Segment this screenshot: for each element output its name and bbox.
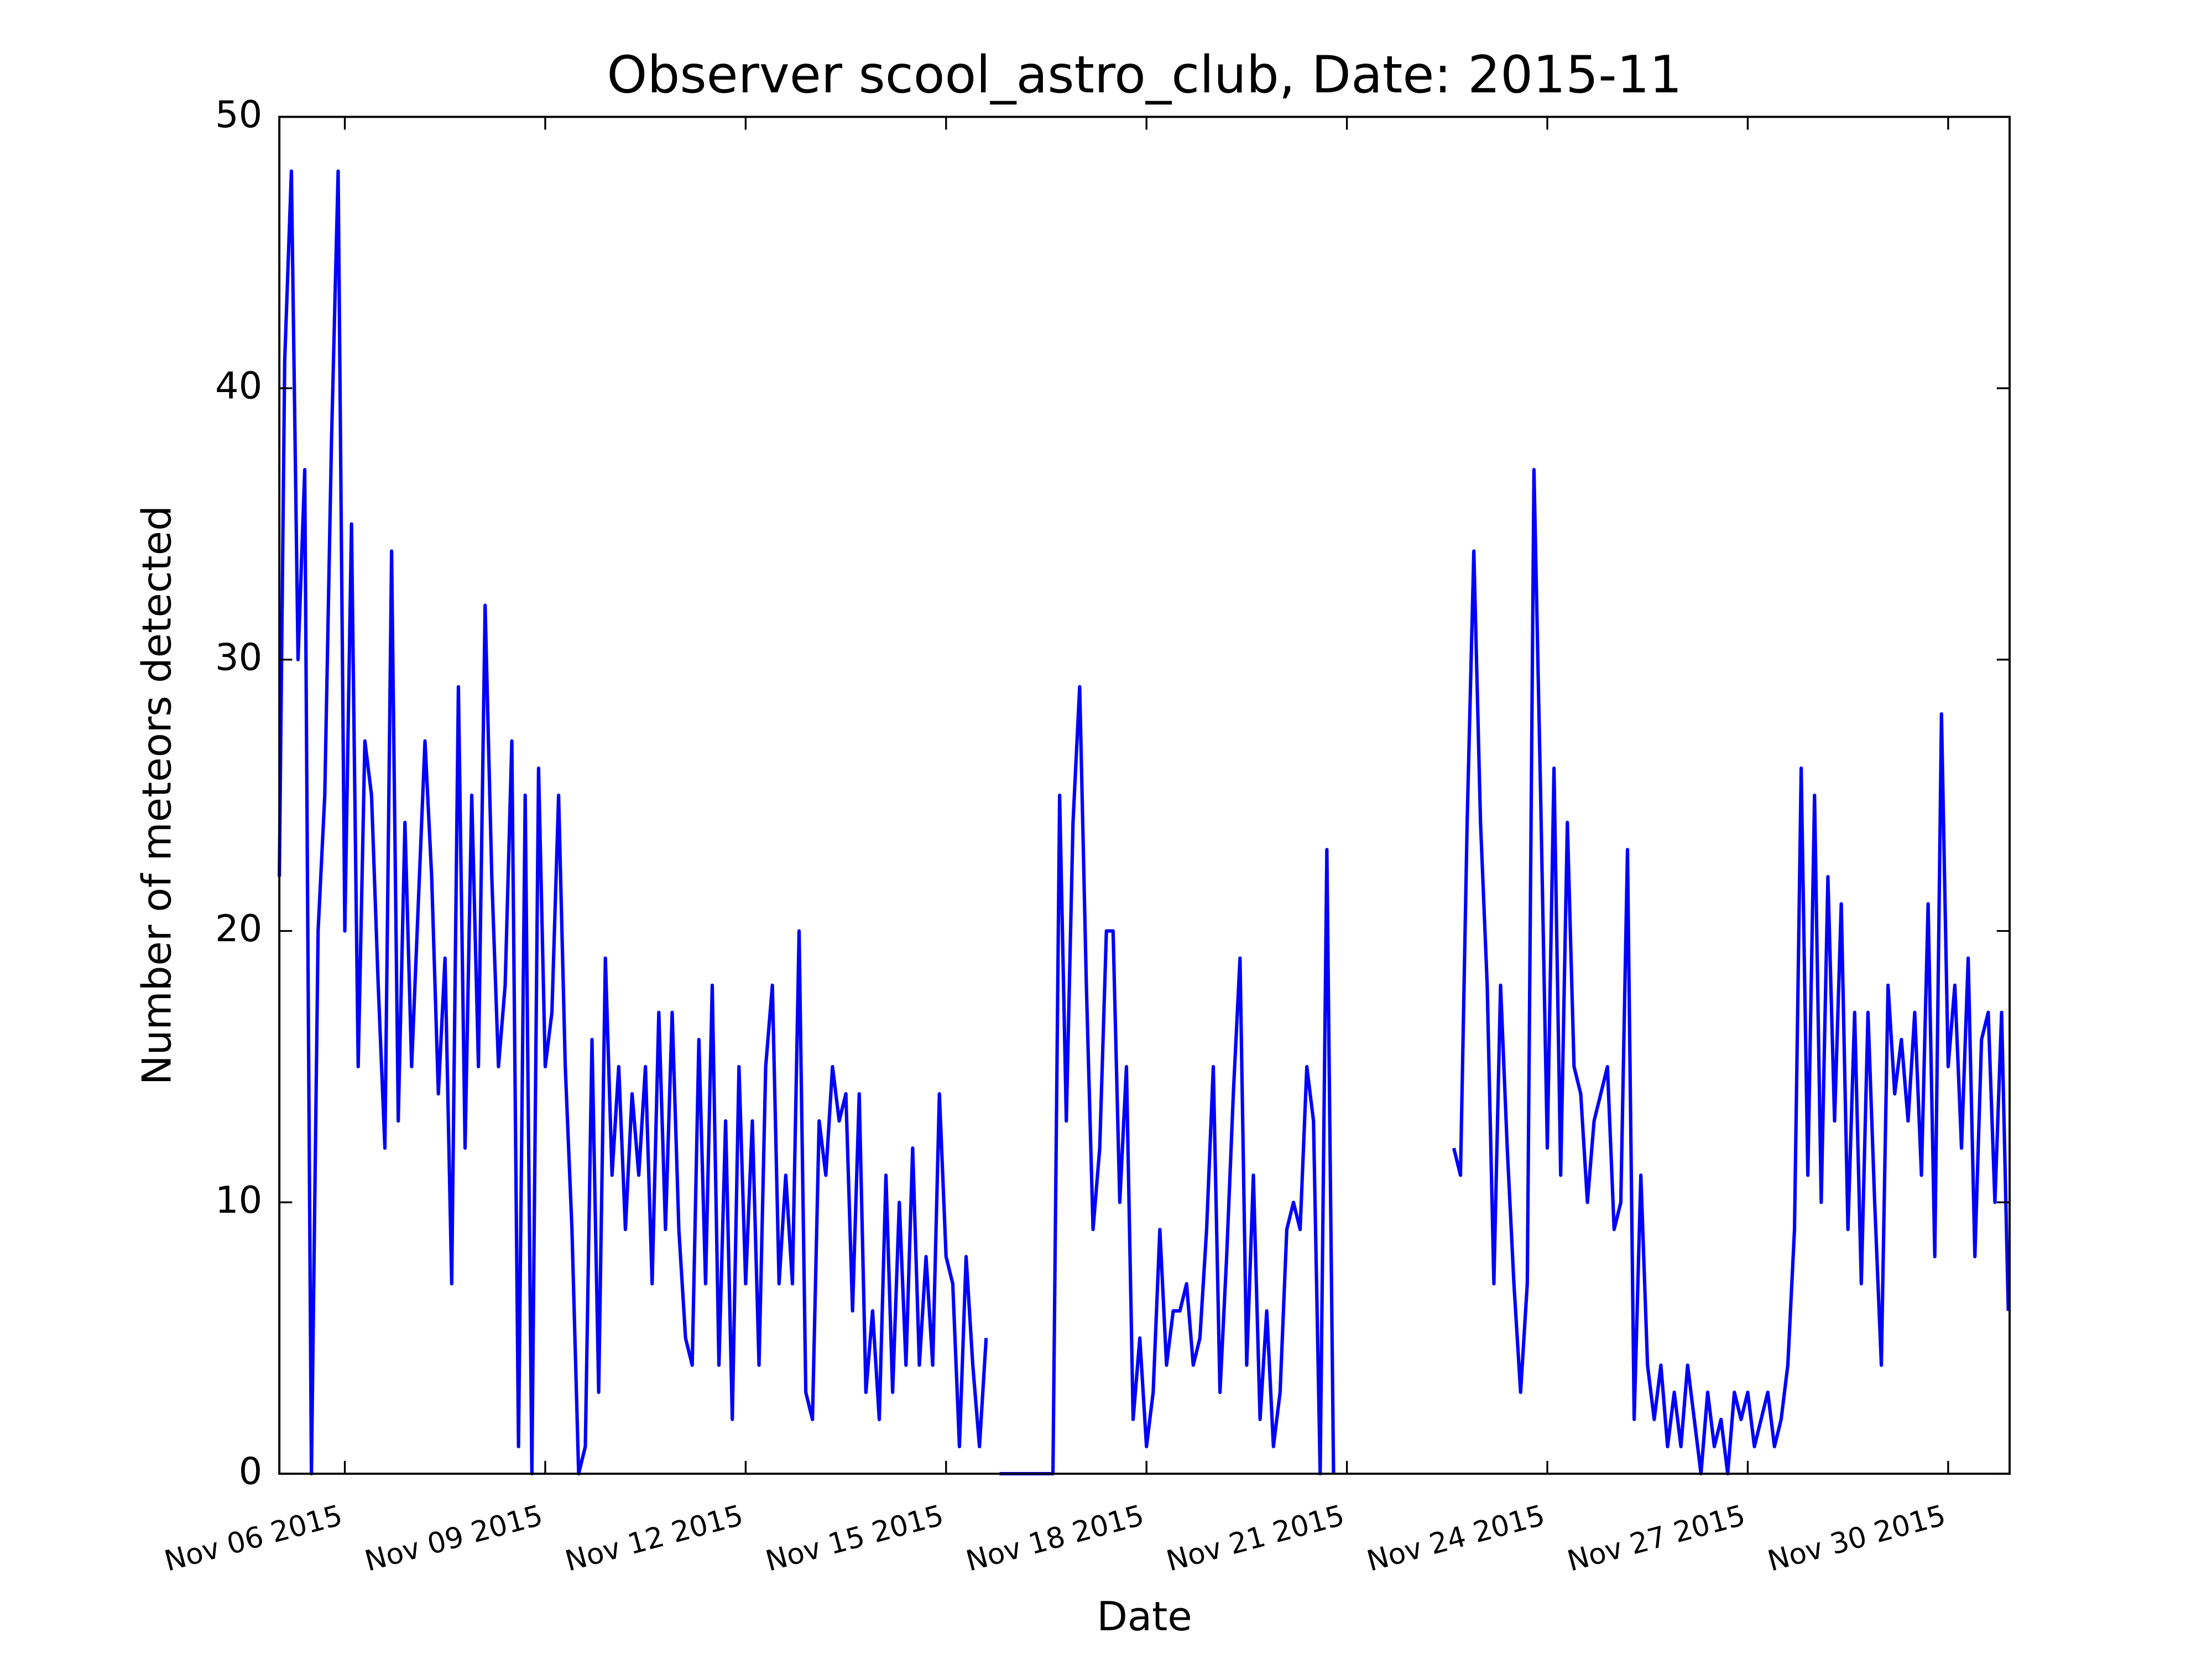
y-tick-label: 20: [215, 907, 262, 950]
y-tick-label: 40: [215, 364, 262, 408]
data-line: [278, 169, 2010, 1476]
y-tick-label: 10: [215, 1178, 262, 1222]
x-axis-label: Date: [1097, 1594, 1192, 1640]
plot-frame: [278, 116, 2011, 1475]
chart-title: Observer scool_astro_club, Date: 2015-11: [607, 45, 1682, 105]
y-tick-label: 0: [239, 1449, 263, 1493]
y-axis-label: Number of meteors detected: [134, 505, 181, 1085]
y-tick-label: 50: [215, 93, 262, 136]
y-tick-label: 30: [215, 635, 262, 679]
